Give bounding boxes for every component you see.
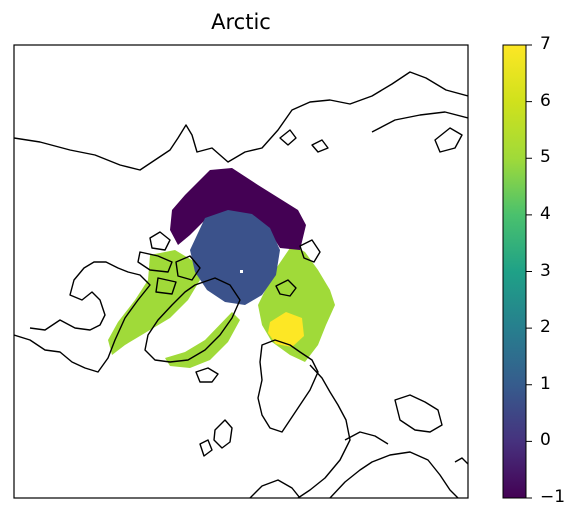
region-class-1 (190, 210, 280, 305)
coastline-siberia-islands (279, 129, 329, 153)
coastline-east-edge (454, 457, 468, 465)
map-border (13, 44, 469, 499)
colorbar-tick-label: 7 (540, 34, 551, 54)
coastline-scandinavia (257, 339, 351, 498)
coastline-europe (249, 451, 459, 498)
map-content (14, 71, 468, 498)
colorbar-tick-label: 0 (540, 430, 551, 451)
colorbar-tick-label: 1 (540, 373, 551, 394)
map-title: Arctic (211, 10, 271, 34)
colorbar-tick-label: 2 (540, 317, 551, 338)
coastline-chukotka (371, 111, 468, 153)
coastline-greenland (144, 277, 241, 363)
region-class--1 (170, 168, 306, 250)
colorbar (502, 44, 532, 499)
region-class-7 (268, 312, 304, 347)
region-class-6-west (108, 250, 200, 355)
coastline-baltic-ural (344, 394, 443, 445)
region-class-6-south (165, 312, 240, 368)
colorbar-ticks (526, 44, 532, 499)
coastline-uk (199, 419, 233, 457)
pole-marker (240, 270, 243, 273)
colorbar-tick-label: 4 (540, 203, 551, 224)
coastline-north-america (14, 261, 151, 373)
colorbar-tick-label: 6 (540, 90, 551, 111)
coastline-siberia (14, 71, 468, 171)
colorbar-tick-label: −1 (540, 487, 566, 507)
colorbar-tick-label: 5 (540, 147, 551, 168)
coastline-iceland (195, 367, 219, 383)
colorbar-tick-label: 3 (540, 260, 551, 281)
coastline-novaya-zemlya (299, 239, 321, 263)
colorbar-gradient (503, 45, 526, 498)
coastline-canadian-archipelago (137, 231, 201, 295)
coastline-svalbard (275, 279, 297, 297)
coastlines (14, 71, 468, 498)
